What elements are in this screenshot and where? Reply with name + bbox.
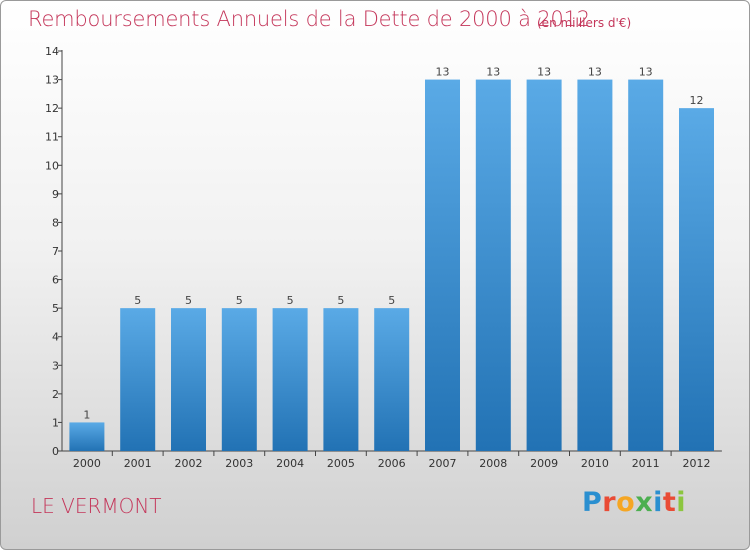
y-tick-label: 6: [52, 274, 59, 287]
bar-2009: [526, 79, 562, 452]
x-tick-label-2001: 2001: [124, 457, 152, 470]
data-label-2009: 13: [537, 66, 551, 79]
y-tick-label: 9: [52, 188, 59, 201]
x-tick-label-2010: 2010: [581, 457, 609, 470]
brand-letter: o: [616, 487, 636, 518]
data-label-2005: 5: [337, 294, 344, 307]
x-tick-label-2007: 2007: [429, 457, 457, 470]
x-tick-label-2005: 2005: [327, 457, 355, 470]
y-tick-label: 10: [45, 159, 59, 172]
x-tick-label-2002: 2002: [175, 457, 203, 470]
data-label-2006: 5: [388, 294, 395, 307]
chart-unit: (en milliers d'€): [537, 16, 632, 30]
y-tick-label: 2: [52, 388, 59, 401]
y-tick-label: 0: [52, 445, 59, 458]
brand-letter: i: [653, 487, 663, 518]
location-label: LE VERMONT: [31, 494, 162, 518]
bar-2012: [679, 108, 714, 452]
y-tick-label: 12: [45, 102, 59, 115]
data-label-2003: 5: [236, 294, 243, 307]
data-label-2002: 5: [185, 294, 192, 307]
bar-2004: [272, 308, 308, 451]
y-tick-label: 1: [52, 416, 59, 429]
brand-letter: x: [635, 487, 654, 518]
y-tick-label: 4: [52, 331, 59, 344]
bar-2000: [69, 422, 105, 451]
x-tick-label-2003: 2003: [225, 457, 253, 470]
bar-2003: [221, 308, 257, 451]
x-tick-label-2009: 2009: [530, 457, 558, 470]
brand-letter: r: [602, 487, 617, 518]
data-label-2012: 12: [690, 94, 704, 107]
y-tick-label: 3: [52, 359, 59, 372]
brand-letter: t: [662, 487, 677, 518]
bar-2006: [374, 308, 410, 451]
x-tick-label-2012: 2012: [683, 457, 711, 470]
y-tick-label: 8: [52, 216, 59, 229]
bar-2001: [120, 308, 156, 451]
brand-letter: P: [582, 487, 603, 518]
bar-2005: [323, 308, 359, 451]
data-label-2007: 13: [436, 66, 450, 79]
data-label-2001: 5: [134, 294, 141, 307]
bar-2010: [577, 79, 613, 452]
data-label-2011: 13: [639, 66, 653, 79]
x-tick-label-2011: 2011: [632, 457, 660, 470]
x-tick-label-2004: 2004: [276, 457, 304, 470]
data-label-2000: 1: [83, 408, 90, 421]
data-label-2010: 13: [588, 66, 602, 79]
data-label-2004: 5: [287, 294, 294, 307]
y-tick-label: 5: [52, 302, 59, 315]
chart-title: Remboursements Annuels de la Dette de 20…: [28, 7, 590, 31]
y-tick-label: 13: [45, 74, 59, 87]
x-tick-label-2006: 2006: [378, 457, 406, 470]
bar-2011: [628, 79, 664, 452]
y-tick-label: 14: [45, 45, 59, 58]
bar-2008: [475, 79, 511, 452]
proxiti-logo: Proxiti: [582, 487, 686, 518]
y-tick-label: 7: [52, 245, 59, 258]
bars: 1 5 5 5 5 5 5 13 13 13 13 13 12: [69, 66, 714, 452]
brand-letter: i: [676, 487, 687, 518]
bar-2007: [425, 79, 460, 452]
bar-2002: [171, 308, 206, 451]
x-axis: 2000 2001 2002 2003 2004 2005 2006 2007 2008 2009…: [62, 450, 722, 470]
data-label-2008: 13: [486, 66, 500, 79]
x-tick-label-2000: 2000: [73, 457, 101, 470]
x-tick-label-2008: 2008: [479, 457, 507, 470]
y-tick-label: 11: [45, 131, 59, 144]
